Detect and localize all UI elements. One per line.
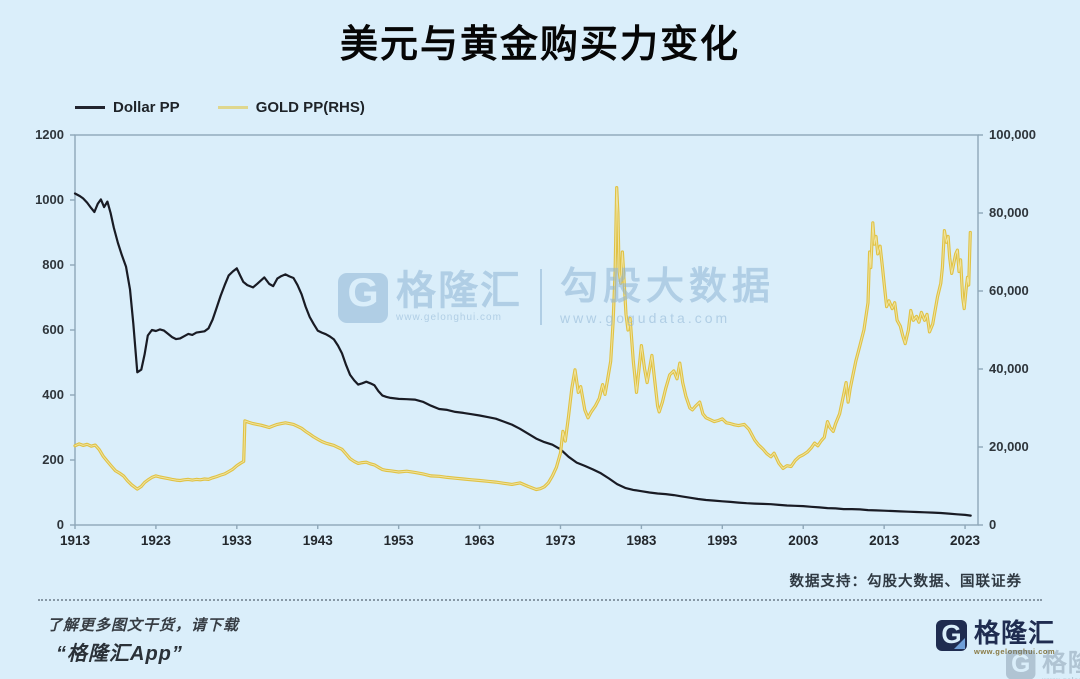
- data-source-note: 数据支持：勾股大数据、国联证券: [789, 574, 1022, 590]
- dotted-divider: [38, 599, 1042, 601]
- watermark-site-name: 勾股大数据: [560, 266, 776, 308]
- footer-promo-text: 了解更多图文干货，请下载: [47, 617, 240, 634]
- legend-line-swatch: [75, 106, 105, 109]
- gelonghui-g-icon: G: [1006, 650, 1036, 679]
- watermark-brand-text: 格隆汇: [396, 268, 522, 313]
- legend-line-swatch: [217, 106, 248, 109]
- watermark-brand-url: www.gelonghui.com: [396, 311, 502, 323]
- series-line-dollar-pp: [73, 192, 972, 517]
- legend-label: Dollar PP: [113, 99, 180, 116]
- chart-legend: Dollar PP GOLD PP(RHS): [75, 99, 365, 116]
- gelonghui-logo-url: www.gelonghui.com: [974, 648, 1055, 656]
- legend-item-1: GOLD PP(RHS): [217, 99, 365, 116]
- gelonghui-logo-faded: G 格隆汇 www.gelonghui.com: [1006, 650, 1080, 679]
- gelonghui-logo: G 格隆汇 www.gelonghui.com: [936, 620, 1055, 656]
- series-line-highlight: [74, 187, 971, 490]
- series-line-gold-pp-rhs-: [73, 186, 972, 492]
- watermark-divider: [540, 268, 542, 325]
- legend-item-0: Dollar PP: [75, 99, 180, 116]
- legend-label: GOLD PP(RHS): [255, 99, 365, 116]
- watermark-site-url: www.gogudata.com: [560, 310, 731, 326]
- gelonghui-logo-url: www.gelonghui.com: [1042, 677, 1080, 679]
- page-title: 美元与黄金购买力变化: [339, 24, 740, 66]
- gelonghui-logo-text: 格隆汇: [1042, 648, 1080, 677]
- footer-app-name: “格隆汇App”: [56, 643, 183, 665]
- plot-border: [74, 134, 979, 526]
- watermark-gelonghui-logo: G 格隆汇 www.gelonghui.com: [338, 271, 522, 323]
- watermark: G 格隆汇 www.gelonghui.com 勾股大数据 www.goguda…: [338, 268, 775, 325]
- gelonghui-g-icon: G: [338, 271, 388, 323]
- gelonghui-g-icon: G: [936, 620, 967, 651]
- gelonghui-logo-text: 格隆汇: [974, 618, 1056, 648]
